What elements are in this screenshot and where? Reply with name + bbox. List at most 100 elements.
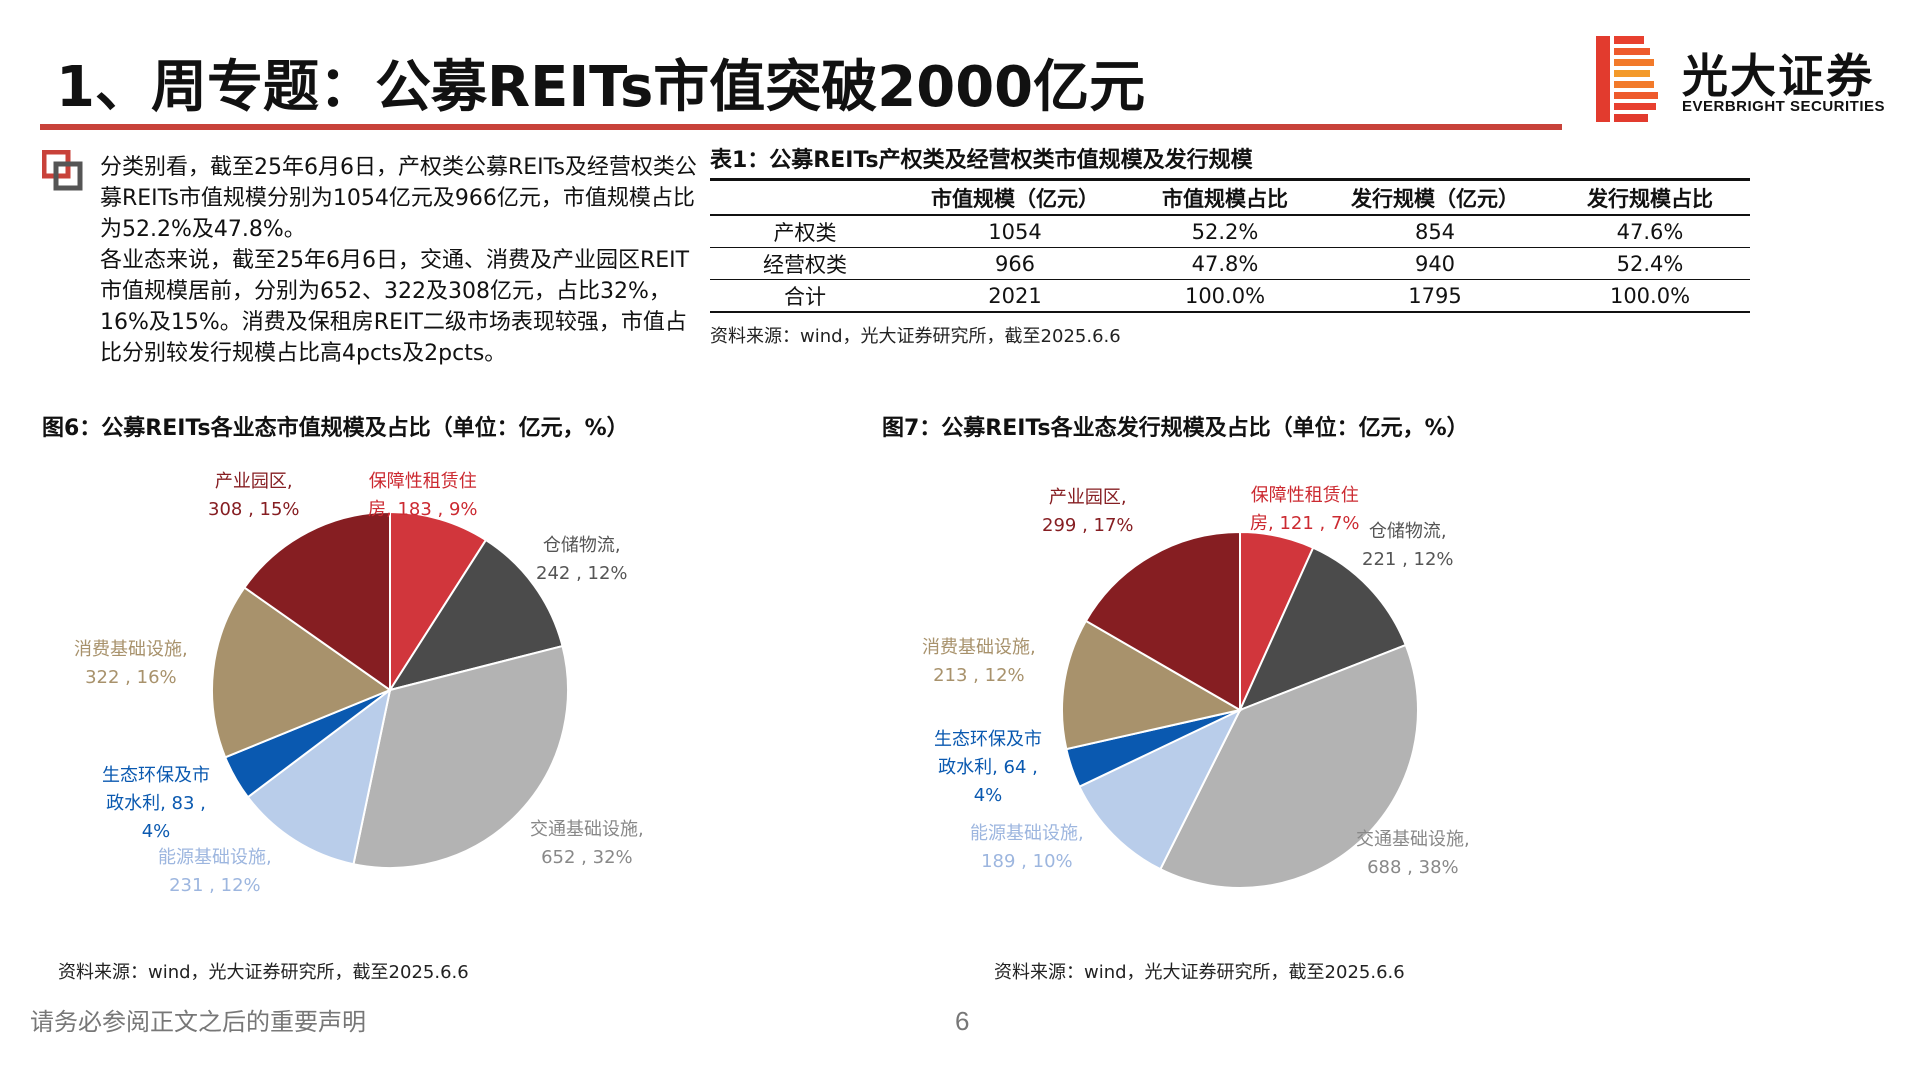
bullet-square-icon [42, 150, 83, 191]
table-source: 资料来源：wind，光大证券研究所，截至2025.6.6 [710, 326, 1121, 347]
label-line: 生态环保及市 [102, 765, 210, 786]
table-cell: 1054 [988, 219, 1042, 244]
pie7-label-transport: 交通基础设施, 688 , 38% [1356, 826, 1470, 882]
label-line: 产业园区, [214, 471, 293, 492]
label-line: 221 , 12% [1362, 549, 1454, 570]
label-line: 4% [141, 821, 171, 842]
pie-slice-仓储物流 [1238, 546, 1408, 712]
table-cell: 产权类 [773, 220, 837, 245]
summary-text: 分类别看，截至25年6月6日，产权类公募REITs及经营权类公募REITs市值规… [100, 152, 700, 369]
table-header-row: 市值规模（亿元） 市值规模占比 发行规模（亿元） 发行规模占比 [710, 179, 1750, 216]
table-cell: 经营权类 [763, 252, 847, 277]
reits-scale-table: 市值规模（亿元） 市值规模占比 发行规模（亿元） 发行规模占比 产权类 1054… [710, 178, 1750, 313]
table-cell: 47.8% [1191, 251, 1259, 276]
page-title: 1、周专题：公募REITs市值突破2000亿元 [56, 55, 1146, 120]
table-cell: 940 [1414, 251, 1456, 276]
label-line: 保障性租赁住 [368, 471, 477, 492]
issuance-pie-chart [1061, 530, 1419, 889]
pie6-label-housing: 保障性租赁住 房, 183 , 9% [368, 468, 478, 524]
pie-slice-能源基础设施 [1078, 707, 1243, 871]
everbright-logo-icon [1596, 36, 1658, 122]
table-cell: 47.6% [1616, 219, 1684, 244]
pie7-label-eco: 生态环保及市 政水利, 64 , 4% [934, 726, 1042, 810]
pie7-label-logistics: 仓储物流, 221 , 12% [1362, 518, 1454, 574]
label-line: 242 , 12% [536, 563, 628, 584]
table-cell: 52.4% [1616, 251, 1684, 276]
label-line: 能源基础设施, [970, 823, 1084, 844]
pie-slice-产业园区 [1084, 530, 1241, 712]
label-line: 231 , 12% [169, 875, 261, 896]
label-line: 消费基础设施, [74, 639, 188, 660]
summary-paragraph-2: 各业态来说，截至25年6月6日，交通、消费及产业园区REIT市值规模居前，分别为… [100, 248, 690, 366]
title-divider [40, 124, 1562, 130]
label-line: 政水利, 64 , [938, 757, 1038, 778]
table-cell: 854 [1414, 219, 1456, 244]
table-cell: 1795 [1408, 283, 1462, 308]
logo-english-name: EVERBRIGHT SECURITIES [1682, 98, 1886, 115]
table-row: 经营权类 966 47.8% 940 52.4% [710, 248, 1750, 280]
label-line: 交通基础设施, [530, 819, 644, 840]
market-cap-pie-chart [211, 510, 569, 869]
pie6-label-consumer: 消费基础设施, 322 , 16% [74, 636, 188, 692]
pie6-label-energy: 能源基础设施, 231 , 12% [158, 844, 272, 900]
table-cell: 52.2% [1191, 219, 1259, 244]
summary-paragraph-1: 分类别看，截至25年6月6日，产权类公募REITs及经营权类公募REITs市值规… [100, 155, 697, 242]
label-line: 仓储物流, [1368, 521, 1447, 542]
label-line: 688 , 38% [1367, 857, 1459, 878]
table-title: 表1：公募REITs产权类及经营权类市值规模及发行规模 [710, 148, 1253, 173]
table-row: 合计 2021 100.0% 1795 100.0% [710, 280, 1750, 312]
logo-chinese-name: 光大证券 [1682, 49, 1874, 103]
label-line: 652 , 32% [541, 847, 633, 868]
label-line: 213 , 12% [933, 665, 1025, 686]
table-header-cell: 市值规模（亿元） [931, 186, 1099, 211]
pie-slice-产业园区 [243, 510, 391, 692]
pie6-label-logistics: 仓储物流, 242 , 12% [536, 532, 628, 588]
pie6-label-industrial: 产业园区, 308 , 15% [208, 468, 300, 524]
table-cell: 合计 [784, 284, 826, 309]
pie-slice-消费基础设施 [1061, 619, 1243, 751]
label-line: 产业园区, [1048, 487, 1127, 508]
pie-slice-仓储物流 [387, 538, 564, 692]
figure6-source: 资料来源：wind，光大证券研究所，截至2025.6.6 [58, 962, 469, 983]
pie-slice-能源基础设施 [246, 687, 392, 866]
company-logo: 光大证券 EVERBRIGHT SECURITIES [1596, 36, 1896, 124]
table-cell: 2021 [988, 283, 1042, 308]
pie7-label-energy: 能源基础设施, 189 , 10% [970, 820, 1084, 876]
label-line: 生态环保及市 [934, 729, 1042, 750]
pie7-label-housing: 保障性租赁住 房, 121 , 7% [1250, 482, 1360, 538]
table-header-cell: 发行规模（亿元） [1351, 186, 1519, 211]
table-cell: 100.0% [1184, 283, 1266, 308]
table-header-cell: 市值规模占比 [1162, 186, 1288, 211]
table-header-cell: 发行规模占比 [1587, 186, 1713, 211]
table-header-cell [710, 180, 900, 216]
pie-slice-交通基础设施 [1159, 643, 1419, 889]
label-line: 交通基础设施, [1356, 829, 1470, 850]
table-cell: 966 [994, 251, 1036, 276]
figure7-title: 图7：公募REITs各业态发行规模及占比（单位：亿元，%） [882, 416, 1469, 441]
label-line: 能源基础设施, [158, 847, 272, 868]
label-line: 299 , 17% [1042, 515, 1134, 536]
label-line: 房, 121 , 7% [1250, 513, 1360, 534]
label-line: 4% [973, 785, 1003, 806]
figure7-source: 资料来源：wind，光大证券研究所，截至2025.6.6 [994, 962, 1405, 983]
label-line: 189 , 10% [981, 851, 1073, 872]
pie-slice-交通基础设施 [352, 644, 569, 869]
table-cell: 100.0% [1609, 283, 1691, 308]
label-line: 保障性租赁住 [1250, 485, 1359, 506]
disclaimer-note: 请务必参阅正文之后的重要声明 [30, 1008, 366, 1036]
label-line: 仓储物流, [542, 535, 621, 556]
label-line: 308 , 15% [208, 499, 300, 520]
table-row: 产权类 1054 52.2% 854 47.6% [710, 215, 1750, 248]
pie-slice-保障性租赁住房 [389, 510, 488, 694]
pie7-label-industrial: 产业园区, 299 , 17% [1042, 484, 1134, 540]
pie6-label-eco: 生态环保及市 政水利, 83 , 4% [102, 762, 210, 846]
label-line: 房, 183 , 9% [368, 499, 478, 520]
label-line: 政水利, 83 , [106, 793, 206, 814]
pie-slice-消费基础设施 [211, 586, 393, 759]
pie6-label-transport: 交通基础设施, 652 , 32% [530, 816, 644, 872]
label-line: 消费基础设施, [922, 637, 1036, 658]
figure6-title: 图6：公募REITs各业态市值规模及占比（单位：亿元，%） [42, 416, 629, 441]
page-number: 6 [955, 1006, 970, 1036]
label-line: 322 , 16% [85, 667, 177, 688]
pie7-label-consumer: 消费基础设施, 213 , 12% [922, 634, 1036, 690]
